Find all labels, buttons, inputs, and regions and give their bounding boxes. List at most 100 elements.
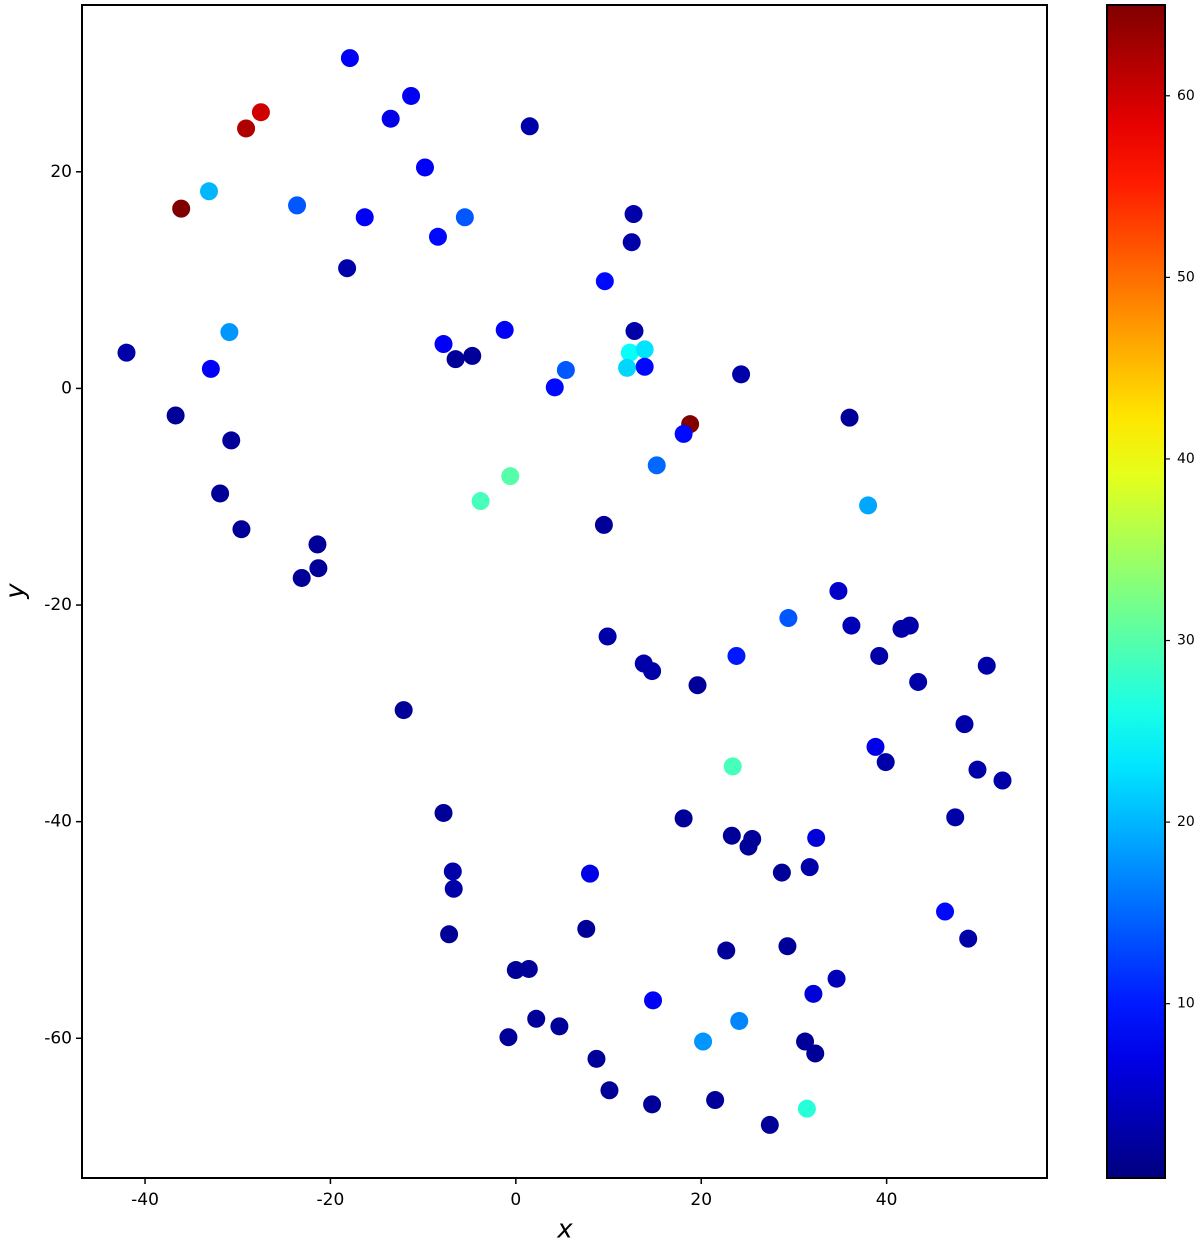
point — [722, 826, 741, 845]
point — [625, 322, 644, 341]
point — [859, 496, 878, 515]
y-tick-label: 0 — [61, 378, 72, 398]
point — [618, 358, 637, 377]
point — [620, 343, 639, 362]
point — [706, 1091, 725, 1110]
point — [201, 359, 220, 378]
point — [727, 646, 746, 665]
point — [647, 456, 666, 475]
point — [394, 701, 413, 720]
point — [772, 863, 791, 882]
point — [635, 340, 654, 359]
point — [443, 862, 462, 881]
point — [556, 361, 575, 380]
point — [643, 662, 662, 681]
point — [778, 937, 797, 956]
point — [977, 656, 996, 675]
point — [288, 196, 307, 215]
colorbar-tick-label: 50 — [1177, 269, 1195, 285]
point — [674, 809, 693, 828]
point — [251, 103, 270, 122]
point — [694, 1032, 713, 1051]
point — [840, 408, 859, 427]
point — [495, 320, 514, 339]
point — [340, 49, 359, 68]
point — [519, 959, 538, 978]
colorbar-tick-label: 60 — [1177, 88, 1195, 104]
point — [717, 941, 736, 960]
point — [292, 568, 311, 587]
point — [309, 559, 328, 578]
point — [499, 1028, 518, 1047]
point — [381, 109, 400, 128]
point — [577, 919, 596, 938]
point — [355, 208, 374, 227]
point — [946, 808, 965, 827]
x-tick-label: 40 — [876, 1190, 898, 1210]
colorbar: 10 20 30 40 50 60 — [1106, 4, 1195, 1179]
point — [211, 484, 230, 503]
point — [520, 117, 539, 136]
point — [730, 1011, 749, 1030]
point — [688, 676, 707, 695]
point — [434, 335, 453, 354]
point — [415, 158, 434, 177]
point — [909, 672, 928, 691]
point — [598, 627, 617, 646]
point — [807, 828, 826, 847]
point — [644, 991, 663, 1010]
point — [900, 616, 919, 635]
point — [674, 424, 693, 443]
x-tick-label: 0 — [510, 1190, 521, 1210]
point — [968, 760, 987, 779]
point — [506, 961, 525, 980]
point — [587, 1049, 606, 1068]
y-tick-label: -20 — [44, 595, 72, 615]
point — [166, 406, 185, 425]
point — [434, 803, 453, 822]
point — [172, 199, 191, 218]
y-tick-label: -40 — [44, 812, 72, 832]
point — [936, 902, 955, 921]
point — [842, 616, 861, 635]
colorbar-gradient — [1106, 4, 1166, 1179]
y-tick-label: 20 — [50, 162, 72, 182]
point — [428, 227, 447, 246]
point — [220, 323, 239, 342]
point — [308, 535, 327, 554]
point — [993, 771, 1012, 790]
x-tick-label: 20 — [690, 1190, 712, 1210]
point — [870, 646, 889, 665]
point — [463, 346, 482, 365]
colorbar-tick-label: 10 — [1177, 996, 1195, 1012]
point — [199, 182, 218, 201]
point — [827, 969, 846, 988]
point — [232, 520, 251, 539]
y-axis-label: y — [1, 583, 31, 600]
point — [866, 737, 885, 756]
point — [440, 925, 459, 944]
point — [237, 119, 256, 138]
point — [643, 1095, 662, 1114]
point — [800, 858, 819, 877]
point — [635, 357, 654, 376]
x-axis-label: x — [556, 1215, 573, 1245]
point — [444, 879, 463, 898]
point — [797, 1099, 816, 1118]
point — [117, 343, 136, 362]
point — [739, 837, 758, 856]
point — [580, 864, 599, 883]
colorbar-tick-label: 30 — [1177, 633, 1195, 649]
plot-frame — [81, 4, 1048, 1179]
point — [829, 581, 848, 600]
point — [402, 86, 421, 105]
point — [760, 1115, 779, 1134]
point — [955, 715, 974, 734]
point — [876, 753, 895, 772]
point — [804, 984, 823, 1003]
point — [471, 492, 490, 511]
point — [455, 208, 474, 227]
point — [446, 350, 465, 369]
point — [600, 1081, 619, 1100]
